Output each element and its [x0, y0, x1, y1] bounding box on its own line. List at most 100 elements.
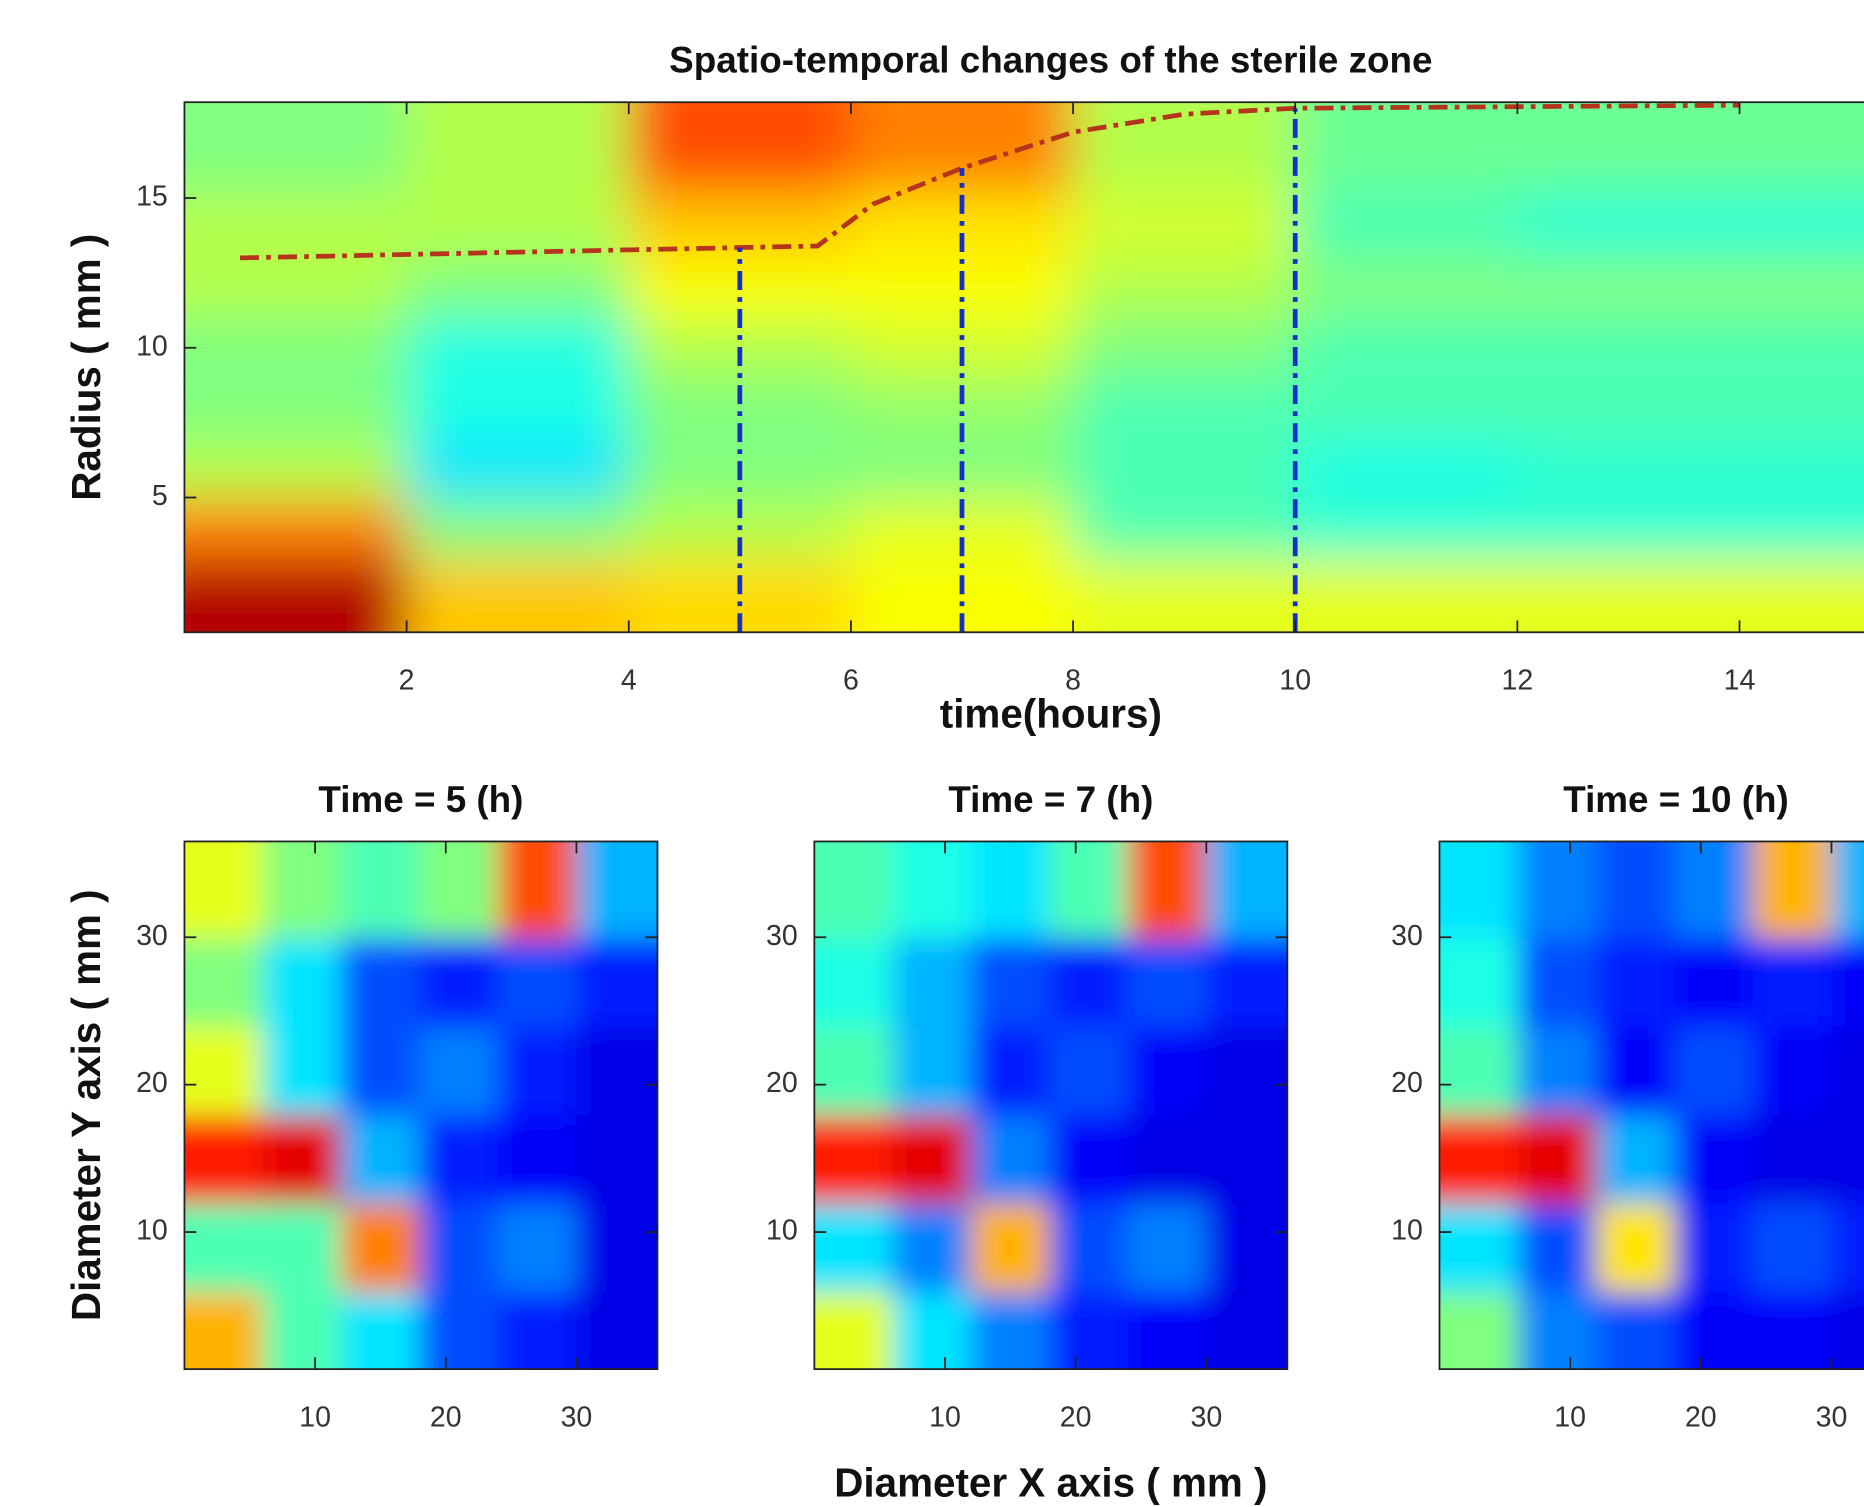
- heat-cell: [1295, 317, 1519, 379]
- heat-cell: [498, 1202, 578, 1293]
- heat-cell: [1206, 1202, 1288, 1293]
- chart-title: Spatio-temporal changes of the sterile z…: [669, 40, 1432, 81]
- x-tick-label: 20: [430, 1402, 462, 1434]
- heat-cell: [1517, 1202, 1598, 1293]
- heat-cell: [1831, 1114, 1864, 1204]
- x-tick-label: 20: [1685, 1402, 1717, 1434]
- heat-cell: [971, 1202, 1051, 1293]
- heat-cell: [1073, 497, 1297, 559]
- heat-cell: [1831, 937, 1864, 1027]
- heat-cell: [1073, 377, 1297, 439]
- axes-box: [1438, 840, 1864, 1371]
- heat-cell: [1295, 497, 1519, 559]
- heat-cell: [1073, 102, 1297, 192]
- heat-cell: [814, 841, 894, 939]
- plot-area: [1439, 841, 1864, 1370]
- x-tick-label: 6: [843, 665, 859, 697]
- heat-cell: [1674, 1025, 1755, 1116]
- heat-cell: [341, 1114, 421, 1204]
- heat-cell: [419, 1291, 500, 1370]
- axes-box: [183, 840, 659, 1371]
- heat-cell: [576, 1114, 658, 1204]
- heat-cell: [1073, 257, 1297, 320]
- x-tick-label: 10: [1279, 665, 1311, 697]
- heat-cell: [814, 937, 894, 1027]
- heat-cell: [184, 1114, 265, 1204]
- heat-cell: [406, 437, 630, 499]
- heat-cell: [406, 497, 630, 559]
- heat-cell: [1831, 1202, 1864, 1293]
- x-tick-label: 30: [1190, 1402, 1222, 1434]
- heat-cell: [406, 190, 630, 260]
- heat-cell: [262, 1025, 343, 1116]
- heat-cell: [971, 1025, 1051, 1116]
- y-tick-label: 30: [766, 920, 798, 952]
- heat-cell: [1517, 841, 1598, 939]
- heat-cell: [1206, 1025, 1288, 1116]
- heat-cell: [419, 841, 500, 939]
- heat-cell: [184, 190, 408, 260]
- heat-cell: [184, 377, 408, 439]
- heat-cell: [1073, 190, 1297, 260]
- heat-cell: [1674, 1202, 1755, 1293]
- heat-cell: [1831, 1025, 1864, 1116]
- heat-cell: [1073, 557, 1297, 633]
- heat-cell: [1295, 102, 1519, 192]
- heat-cell: [498, 937, 578, 1027]
- heat-cell: [1739, 102, 1864, 192]
- heat-cell: [1517, 437, 1741, 499]
- heat-cell: [1127, 1025, 1208, 1116]
- heat-cell: [1295, 190, 1519, 260]
- y-tick-label: 30: [136, 920, 168, 952]
- heat-cell: [341, 1025, 421, 1116]
- heat-cell: [184, 841, 265, 939]
- heat-cell: [1049, 841, 1130, 939]
- x-tick-label: 12: [1502, 665, 1534, 697]
- heat-cell: [1753, 1291, 1833, 1370]
- heat-cell: [1049, 1291, 1130, 1370]
- heat-cell: [406, 102, 630, 192]
- heat-cell: [1831, 1291, 1864, 1370]
- heat-cell: [184, 437, 408, 499]
- heat-cell: [1439, 937, 1520, 1027]
- heat-cell: [1127, 937, 1208, 1027]
- heat-cells: [184, 102, 1864, 633]
- heat-cell: [419, 1025, 500, 1116]
- heat-cell: [1517, 102, 1741, 192]
- heat-cell: [1206, 1291, 1288, 1370]
- heat-cell: [1596, 937, 1676, 1027]
- heat-cell: [419, 937, 500, 1027]
- heat-cell: [814, 1114, 894, 1204]
- y-axis-label: Diameter Y axis ( mm ): [63, 889, 109, 1321]
- x-tick-label: 20: [1060, 1402, 1092, 1434]
- heat-cell: [184, 557, 408, 633]
- heat-cell: [184, 1025, 265, 1116]
- heat-cell: [1517, 377, 1741, 439]
- plot-area: [184, 841, 658, 1370]
- chart-title: Time = 7 (h): [948, 779, 1153, 820]
- heat-cell: [814, 1025, 894, 1116]
- heat-cell: [1049, 1025, 1130, 1116]
- y-tick-label: 20: [1391, 1067, 1423, 1099]
- heat-cell: [892, 1202, 973, 1293]
- x-tick-label: 10: [1554, 1402, 1586, 1434]
- x-tick-label: 4: [621, 665, 637, 697]
- heat-cell: [1753, 937, 1833, 1027]
- heat-cell: [419, 1114, 500, 1204]
- x-axis-label: Diameter X axis ( mm ): [834, 1459, 1267, 1505]
- heat-cell: [262, 1114, 343, 1204]
- heat-cell: [1295, 437, 1519, 499]
- heat-cells: [184, 841, 658, 1370]
- x-tick-label: 10: [929, 1402, 961, 1434]
- heat-cell: [406, 377, 630, 439]
- heat-cell: [1295, 377, 1519, 439]
- plot-area: [184, 102, 1864, 633]
- heat-cell: [1049, 1114, 1130, 1204]
- heat-cell: [1753, 1202, 1833, 1293]
- heat-cell: [1517, 257, 1741, 320]
- y-tick-label: 5: [152, 480, 168, 512]
- y-tick-label: 20: [136, 1067, 168, 1099]
- heat-cell: [1127, 1114, 1208, 1204]
- heat-cell: [498, 1025, 578, 1116]
